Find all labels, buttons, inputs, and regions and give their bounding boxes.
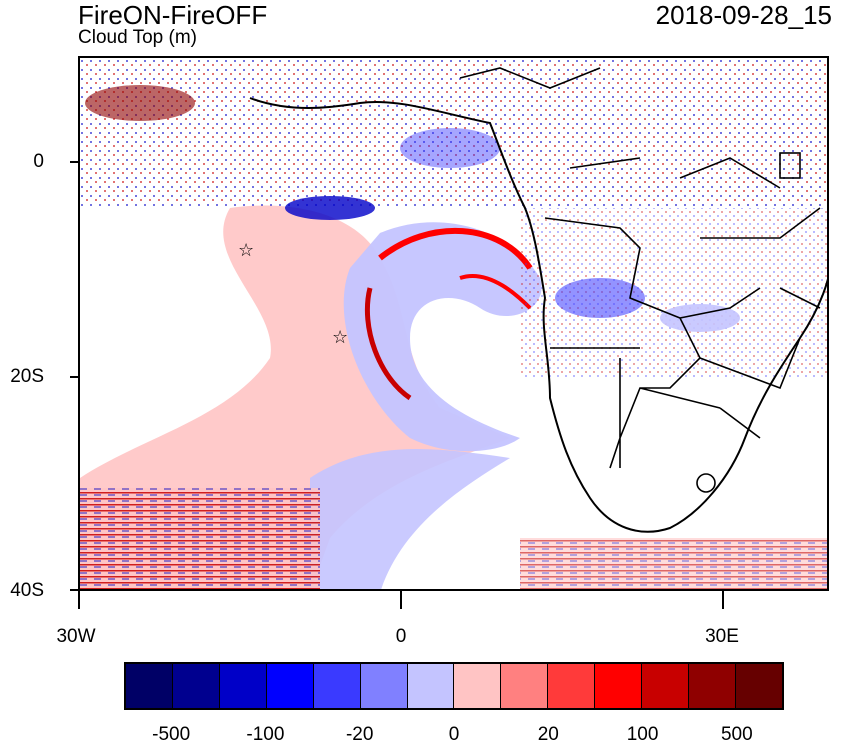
- colorbar-swatch: [126, 664, 173, 708]
- colorbar-swatch: [735, 664, 782, 708]
- colorbar-swatch: [360, 664, 408, 708]
- north-speckle: [80, 58, 827, 208]
- red-arc-1: [378, 227, 533, 270]
- blue-patch-2: [85, 85, 195, 121]
- y-label-40s: 40S: [10, 580, 44, 601]
- colorbar-swatch: [548, 664, 596, 708]
- colorbar-swatch: [266, 664, 314, 708]
- colorbar-swatch: [454, 664, 502, 708]
- blue-patch-5: [400, 128, 500, 168]
- star-marker-2: ☆: [332, 327, 348, 348]
- colorbar-label: 100: [626, 724, 659, 745]
- colorbar-swatch: [501, 664, 549, 708]
- colorbar-label: -20: [345, 724, 374, 745]
- y-tick-0: [70, 161, 78, 163]
- colorbar-label: -500: [152, 724, 191, 745]
- africa-coastline: [249, 97, 827, 533]
- colorbar-swatch: [313, 664, 361, 708]
- colorbar-swatch: [219, 664, 267, 708]
- country-borders: [459, 67, 821, 469]
- map-datetime: 2018-09-28_15: [655, 0, 832, 30]
- red-arc-2: [364, 287, 412, 401]
- colorbar: [124, 662, 784, 710]
- map-subtitle: Cloud Top (m): [78, 27, 197, 48]
- blue-patch-4: [660, 304, 740, 332]
- y-tick-20s: [70, 376, 78, 378]
- x-tick-0: [400, 591, 402, 609]
- colorbar-label: 0: [448, 724, 460, 745]
- x-label-0: 0: [395, 626, 407, 647]
- colorbar-swatch: [642, 664, 690, 708]
- colorbar-swatch: [689, 664, 736, 708]
- colorbar-label: 20: [537, 724, 559, 745]
- lake-victoria: [779, 152, 801, 179]
- colorbar-swatch: [407, 664, 455, 708]
- colorbar-label: 500: [720, 724, 753, 745]
- x-tick-30w: [78, 591, 80, 609]
- lesotho-border: [696, 473, 716, 493]
- x-label-30w: 30W: [56, 626, 96, 647]
- map-field: ☆ ☆: [80, 58, 827, 589]
- colorbar-label: -100: [246, 724, 285, 745]
- x-tick-30e: [722, 591, 724, 609]
- star-marker-1: ☆: [238, 240, 254, 261]
- x-label-30e: 30E: [705, 626, 739, 647]
- blue-patch-1: [285, 196, 375, 220]
- map-panel: ☆ ☆: [78, 56, 829, 591]
- y-label-0: 0: [33, 151, 44, 172]
- colorbar-swatch: [172, 664, 220, 708]
- southern-band-east: [520, 538, 827, 589]
- y-label-20s: 20S: [10, 366, 44, 387]
- southern-band: [80, 488, 320, 589]
- colorbar-swatch: [595, 664, 643, 708]
- y-tick-40s: [70, 589, 78, 591]
- blue-patch-3: [555, 278, 645, 318]
- lavender-south: [310, 449, 510, 589]
- map-title: FireON-FireOFF: [78, 0, 268, 30]
